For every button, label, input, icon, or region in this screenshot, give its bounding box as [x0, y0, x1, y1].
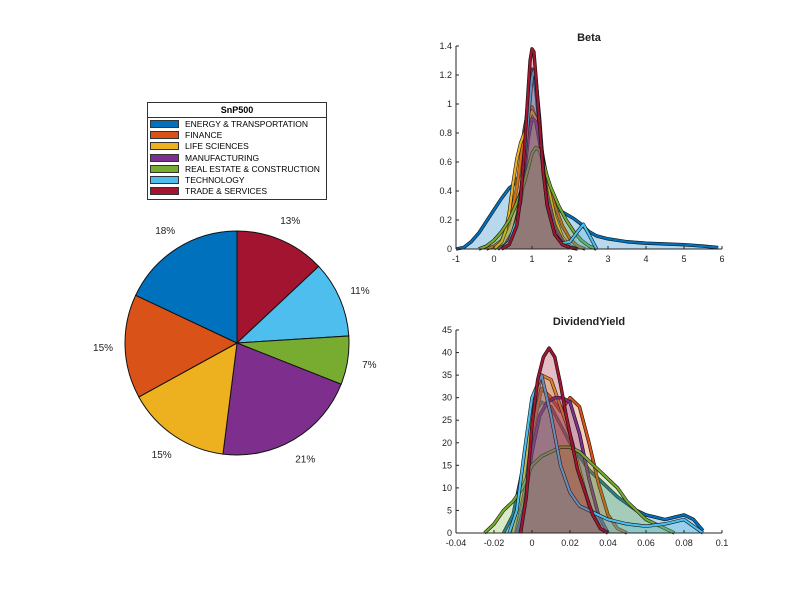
- dividendyield-y-tick-label: 40: [442, 348, 452, 358]
- pie-slice-technology: [235, 265, 350, 344]
- dividend-yield-axes: -0.04 -0.02 0 0.02 0.04 0.06 0.08 0.1 0 5 10 15 20 25…: [442, 325, 728, 548]
- dividend-yield-density-plot: DividendYield -0.04 -0.02 0 0.02 0.04 0.06 0.0…: [442, 316, 728, 548]
- dividendyield-area-finance: [513, 388, 627, 533]
- dividendyield-x-tick-label: 0: [529, 538, 534, 548]
- dividendyield-y-tick-label: 35: [442, 370, 452, 380]
- dividendyield-x-tick-label: -0.04: [446, 538, 467, 548]
- dividendyield-x-tick-label: 0.1: [716, 538, 729, 548]
- beta-axes: -1 0 1 2 3 4 5 600.20.40.60.811.21.4: [439, 41, 724, 264]
- legend-swatch: [150, 130, 179, 139]
- beta-y-tick-label: 0: [447, 244, 452, 254]
- dividendyield-area-trade-services: [520, 348, 608, 533]
- dividendyield-y-tick-label: 20: [442, 438, 452, 448]
- legend-item-real-estate-construction: REAL ESTATE & CONSTRUCTION: [148, 163, 326, 174]
- pie-label-finance: 15%: [93, 343, 113, 354]
- dividendyield-y-tick-label: 30: [442, 393, 452, 403]
- legend-item-life-sciences: LIFE SCIENCES: [148, 141, 326, 152]
- dividendyield-y-tick-label: 45: [442, 325, 452, 335]
- beta-x-tick-label: 2: [567, 254, 572, 264]
- legend-item-finance: FINANCE: [148, 129, 326, 140]
- legend-swatch: [150, 164, 179, 173]
- legend-label: LIFE SCIENCES: [185, 141, 249, 152]
- legend-swatch: [150, 142, 179, 151]
- pie-legend: SnP500 ENERGY & TRANSPORTATION FINANCE LIF…: [147, 102, 327, 200]
- legend-label: TECHNOLOGY: [185, 175, 245, 186]
- beta-x-tick-label: -1: [452, 254, 460, 264]
- pie-label-energy-transportation: 18%: [155, 226, 175, 237]
- beta-x-tick-label: 0: [491, 254, 496, 264]
- pie-label-real-estate-construction: 7%: [362, 360, 377, 371]
- dividendyield-x-tick-label: -0.02: [484, 538, 505, 548]
- pie-slice-life-sciences: [138, 342, 238, 455]
- beta-area-life-sciences: [494, 111, 578, 249]
- dividendyield-x-tick-label: 0.08: [675, 538, 693, 548]
- beta-y-tick-label: 0.8: [439, 128, 452, 138]
- dividendyield-area-manufacturing: [516, 397, 608, 533]
- legend-label: FINANCE: [185, 129, 223, 140]
- dividendyield-x-tick-label: 0.02: [561, 538, 579, 548]
- beta-y-tick-label: 0.4: [439, 186, 452, 196]
- beta-title: Beta: [577, 32, 602, 44]
- beta-y-tick-label: 0.2: [439, 215, 452, 225]
- pie-slice-energy-transportation: [134, 230, 238, 344]
- pie-label-life-sciences: 15%: [152, 450, 172, 461]
- beta-x-tick-label: 6: [719, 254, 724, 264]
- dividendyield-y-tick-label: 5: [447, 505, 452, 515]
- beta-series-group: [455, 47, 719, 251]
- pie-chart: 13% 11% 7% 21% 15% 15% 18%: [93, 216, 377, 465]
- legend-swatch: [150, 153, 179, 162]
- pie-slice-finance: [124, 294, 239, 398]
- pie-label-technology: 11%: [350, 286, 369, 297]
- beta-area-technology: [501, 70, 597, 250]
- beta-y-tick-label: 1: [447, 99, 452, 109]
- beta-x-tick-label: 4: [643, 254, 648, 264]
- legend-swatch: [150, 176, 179, 185]
- legend-title: SnP500: [148, 103, 326, 118]
- legend-label: ENERGY & TRANSPORTATION: [185, 118, 308, 129]
- beta-y-tick-label: 0.6: [439, 157, 452, 167]
- dividendyield-area-technology: [509, 375, 703, 533]
- legend-label: REAL ESTATE & CONSTRUCTION: [185, 163, 320, 174]
- dividendyield-y-tick-label: 25: [442, 415, 452, 425]
- beta-density-plot: Beta -1 0 1 2 3 4 5 600.20.40.60.811.21.4: [439, 32, 724, 264]
- dividendyield-x-tick-label: 0.04: [599, 538, 617, 548]
- pie-slice-manufacturing: [222, 342, 342, 456]
- dividendyield-y-tick-label: 10: [442, 483, 452, 493]
- dividendyield-line-technology: [508, 374, 704, 534]
- pie-slice-trade-services: [236, 230, 320, 345]
- pie-label-trade-services: 13%: [280, 216, 300, 227]
- dividendyield-y-tick-label: 15: [442, 460, 452, 470]
- beta-x-tick-label: 1: [529, 254, 534, 264]
- dividend-yield-title: DividendYield: [553, 316, 625, 328]
- legend-item-manufacturing: MANUFACTURING: [148, 152, 326, 163]
- beta-area-finance: [486, 106, 586, 250]
- dividendyield-line-real-estate-construction: [483, 446, 675, 534]
- legend-items: ENERGY & TRANSPORTATION FINANCE LIFE SCIEN…: [148, 118, 326, 197]
- legend-item-trade-services: TRADE & SERVICES: [148, 186, 326, 197]
- dividendyield-y-tick-label: 0: [447, 528, 452, 538]
- beta-y-tick-label: 1.4: [439, 41, 452, 51]
- dividendyield-x-tick-label: 0.06: [637, 538, 655, 548]
- beta-x-tick-label: 5: [681, 254, 686, 264]
- dividendyield-line-trade-services: [519, 346, 609, 534]
- beta-line-real-estate-construction: [478, 146, 597, 251]
- beta-y-tick-label: 1.2: [439, 70, 452, 80]
- beta-x-tick-label: 3: [605, 254, 610, 264]
- legend-swatch: [150, 187, 179, 196]
- dividend-yield-series-group: [483, 346, 705, 535]
- legend-label: MANUFACTURING: [185, 152, 260, 163]
- legend-item-energy-transportation: ENERGY & TRANSPORTATION: [148, 118, 326, 129]
- legend-label: TRADE & SERVICES: [185, 186, 268, 197]
- legend-item-technology: TECHNOLOGY: [148, 174, 326, 185]
- pie-label-manufacturing: 21%: [295, 454, 315, 465]
- beta-line-trade-services: [501, 47, 578, 251]
- legend-swatch: [150, 119, 179, 128]
